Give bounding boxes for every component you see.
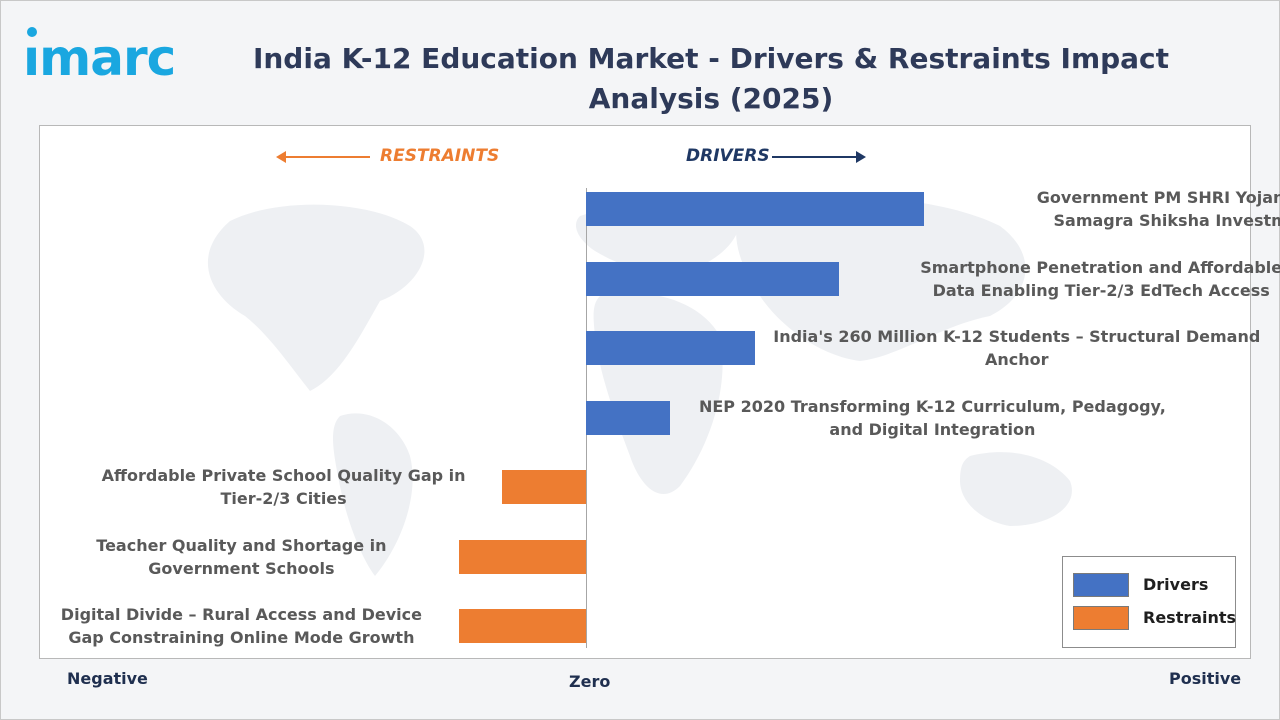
axis-label-negative: Negative xyxy=(67,669,148,688)
bar-label-line: Government Schools xyxy=(148,559,335,578)
drivers-arrow-icon xyxy=(772,151,866,163)
legend: Drivers Restraints xyxy=(1062,556,1236,648)
svg-text:ımarc: ımarc xyxy=(23,29,175,87)
bar-label-line: Affordable Private School Quality Gap in xyxy=(101,466,466,485)
bar-driver-3 xyxy=(586,331,755,365)
bar-label-line: Digital Divide – Rural Access and Device xyxy=(60,605,422,624)
bar-label-2: Smartphone Penetration and Affordable Dat… xyxy=(841,256,1280,302)
bar-label-line: Smartphone Penetration and Affordable xyxy=(920,258,1280,277)
bar-label-line: Gap Constraining Online Mode Growth xyxy=(68,628,415,647)
bar-label-line: Tier-2/3 Cities xyxy=(220,489,347,508)
restraints-arrow-icon xyxy=(276,151,370,163)
bar-label-line: India's 260 Million K-12 Students – Stru… xyxy=(773,327,1261,346)
bar-label-4: NEP 2020 Transforming K-12 Curriculum, P… xyxy=(672,395,1192,441)
bar-label-7: Digital Divide – Rural Access and Device… xyxy=(31,603,451,649)
bar-driver-4 xyxy=(586,401,671,435)
bar-driver-1 xyxy=(586,192,924,226)
bar-label-5: Affordable Private School Quality Gap in… xyxy=(74,464,494,510)
bar-label-line: Data Enabling Tier-2/3 EdTech Access xyxy=(932,281,1270,300)
legend-swatch-restraints xyxy=(1073,606,1129,630)
axis-label-positive: Positive xyxy=(1169,669,1242,688)
imarc-logo: ımarc xyxy=(23,27,176,87)
bar-restraint-7 xyxy=(459,609,586,643)
restraints-direction-label: RESTRAINTS xyxy=(380,146,500,166)
chart-title: India K-12 Education Market - Drivers & … xyxy=(252,42,1170,115)
bar-label-6: Teacher Quality and Shortage in Governmen… xyxy=(31,534,451,580)
bar-restraint-6 xyxy=(459,540,586,574)
legend-item-restraints: Restraints xyxy=(1073,606,1237,630)
bar-label-line: Samagra Shiksha Investment xyxy=(1053,211,1280,230)
legend-label-restraints: Restraints xyxy=(1143,608,1237,627)
bar-label-line: and Digital Integration xyxy=(829,420,1036,439)
axis-label-zero: Zero xyxy=(569,672,611,691)
drivers-direction-label: DRIVERS xyxy=(686,146,770,166)
bar-restraint-5 xyxy=(501,470,586,504)
legend-swatch-drivers xyxy=(1073,573,1129,597)
bar-label-line: Anchor xyxy=(985,350,1049,369)
legend-item-drivers: Drivers xyxy=(1073,573,1233,597)
plot-area: RESTRAINTS DRIVERS Government PM SHRI Yo… xyxy=(39,125,1280,659)
legend-label-drivers: Drivers xyxy=(1143,575,1209,594)
bar-label-line: Government PM SHRI Yojana and xyxy=(1036,188,1280,207)
bar-label-line: NEP 2020 Transforming K-12 Curriculum, P… xyxy=(698,397,1166,416)
bar-label-3: India's 260 Million K-12 Students – Stru… xyxy=(757,325,1277,371)
bar-driver-2 xyxy=(586,262,840,296)
bar-label-line: Teacher Quality and Shortage in xyxy=(96,536,387,555)
bar-label-1: Government PM SHRI Yojana and Samagra Shi… xyxy=(926,186,1280,232)
